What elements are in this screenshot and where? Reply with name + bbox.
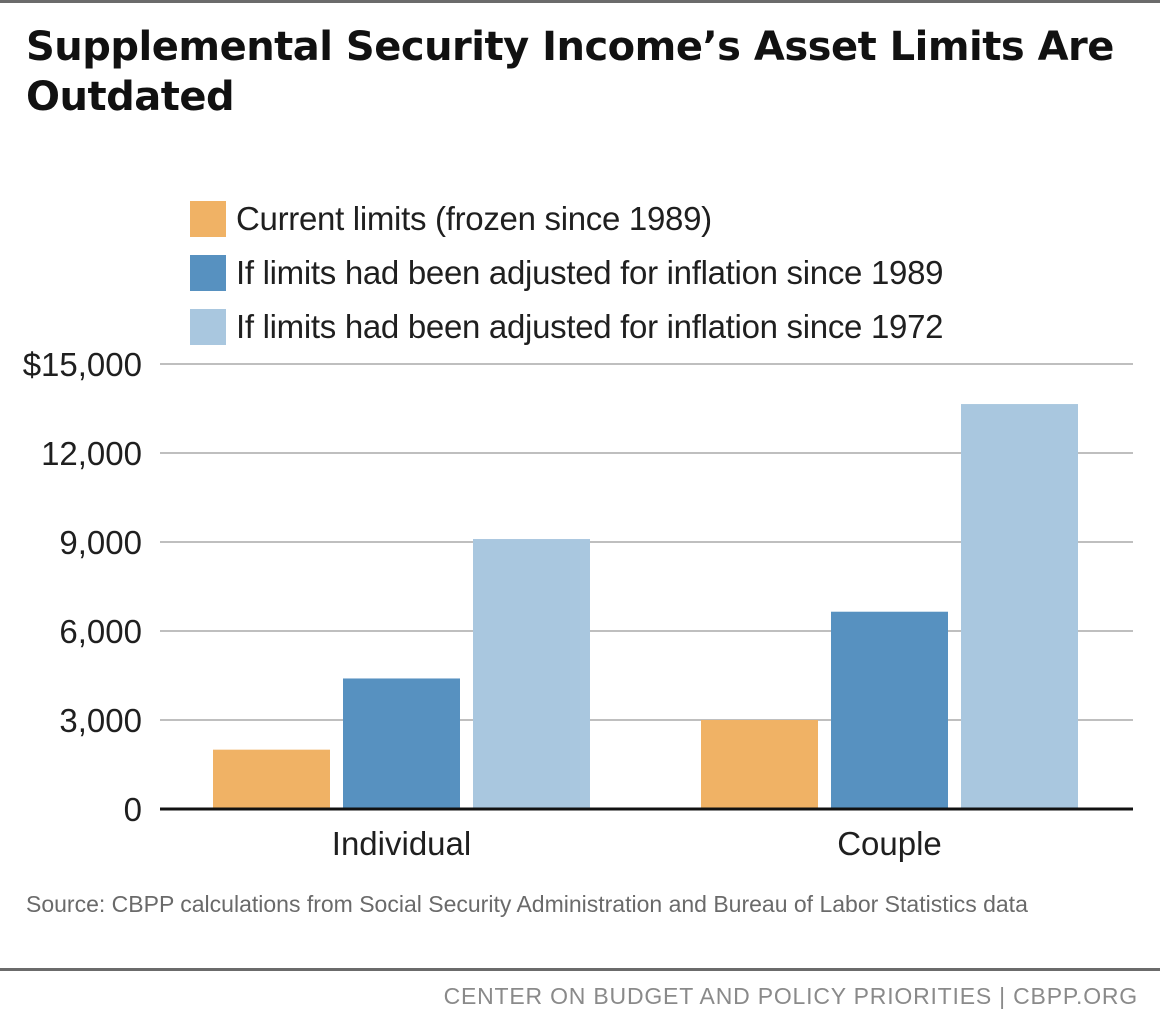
bar-chart: 0 3,000 6,000 9,000 12,000 $15,000 Individual C… <box>23 346 1133 862</box>
legend-item-current: Current limits (frozen since 1989) <box>190 192 943 246</box>
bar-couple-series-3 <box>961 404 1078 809</box>
chart-title: Supplemental Security Income’s Asset Lim… <box>26 24 1114 120</box>
legend-item-inflation-1972: If limits had been adjusted for inflatio… <box>190 300 943 354</box>
legend-label-current: Current limits (frozen since 1989) <box>236 200 712 237</box>
y-tick-label: 3,000 <box>59 702 142 739</box>
x-tick-label: Couple <box>837 825 942 862</box>
legend: Current limits (frozen since 1989) If li… <box>190 192 943 354</box>
legend-swatch-inflation-1989 <box>190 255 226 291</box>
legend-label-inflation-1989: If limits had been adjusted for inflatio… <box>236 254 944 291</box>
y-tick-label: 12,000 <box>41 435 142 472</box>
bottom-rule <box>0 968 1160 971</box>
y-tick-label: 9,000 <box>59 524 142 561</box>
y-tick-label: 0 <box>124 791 142 828</box>
source-note: Source: CBPP calculations from Social Se… <box>26 891 1028 917</box>
bar-individual-series-2 <box>343 678 460 809</box>
bar-individual-series-3 <box>473 539 590 809</box>
legend-swatch-current <box>190 201 226 237</box>
x-tick-label: Individual <box>332 825 471 862</box>
legend-swatch-inflation-1972 <box>190 309 226 345</box>
y-tick-label: 6,000 <box>59 613 142 650</box>
legend-label-inflation-1972: If limits had been adjusted for inflatio… <box>236 308 944 345</box>
bar-individual-series-1 <box>213 749 330 809</box>
top-rule <box>0 0 1160 3</box>
legend-item-inflation-1989: If limits had been adjusted for inflatio… <box>190 246 943 300</box>
y-tick-label: $15,000 <box>23 346 142 383</box>
footer-credit: CENTER ON BUDGET AND POLICY PRIORITIES |… <box>443 983 1138 1009</box>
bar-couple-series-2 <box>831 611 948 809</box>
bar-couple-series-1 <box>701 720 818 809</box>
